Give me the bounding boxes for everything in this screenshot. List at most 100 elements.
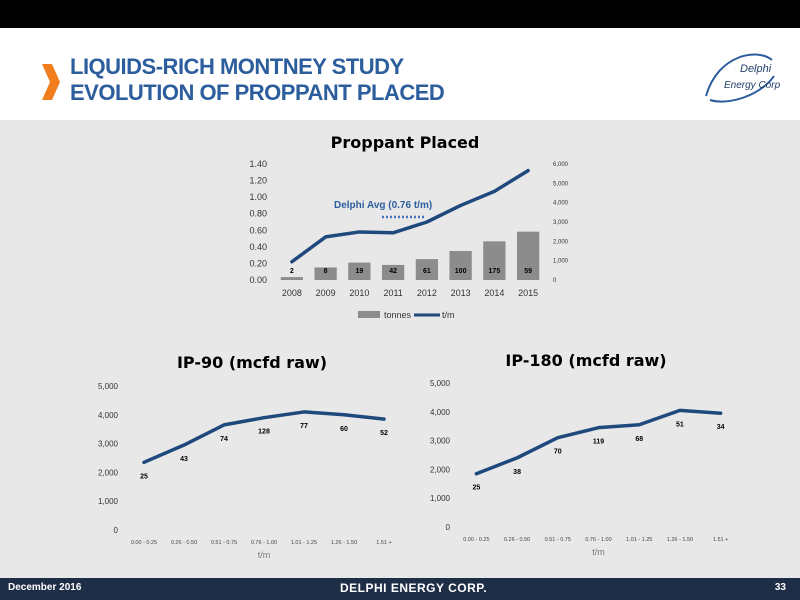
x-tick-label: 2009: [316, 288, 336, 298]
charts-svg: Proppant Placed 0.00 0.20 0.40 0.60 0.80 1.00 1…: [98, 133, 728, 560]
data-label: 38: [513, 469, 521, 476]
left-tick-label: 1.00: [249, 192, 267, 202]
x-tick-label: 2011: [383, 288, 402, 298]
bar-data-label: 42: [389, 268, 397, 275]
bar: [415, 259, 439, 280]
data-label: 34: [717, 424, 725, 431]
x-axis-label: t/m: [592, 547, 605, 557]
y-tick-label: 0: [114, 526, 119, 535]
data-point: [142, 460, 146, 464]
x-tick-label: 1.26 - 1.50: [331, 540, 357, 546]
right-tick-label: 1,000: [553, 259, 569, 265]
bar-data-label: 59: [524, 268, 532, 275]
legend-swatch-tonnes: [358, 311, 380, 318]
y-tick-label: 1,000: [430, 494, 451, 503]
x-tick-label: 0.00 - 0.25: [131, 540, 157, 546]
x-axis-label: t/m: [258, 550, 271, 560]
title-line-1: LIQUIDS-RICH MONTNEY STUDY: [70, 54, 404, 79]
x-tick-label: 2012: [417, 288, 437, 298]
bar: [381, 264, 405, 280]
x-tick-label: 0.51 - 0.75: [545, 537, 571, 543]
right-tick-label: 4,000: [553, 201, 569, 207]
data-point: [678, 408, 682, 412]
y-tick-label: 2,000: [430, 465, 451, 474]
page-number: 33: [774, 582, 786, 593]
slide-footer: December 2016 DELPHI ENERGY CORP. 33: [0, 578, 800, 600]
data-label: 128: [258, 429, 270, 436]
data-point: [342, 413, 346, 417]
series-line: [142, 410, 386, 465]
proppant-chart: Proppant Placed 0.00 0.20 0.40 0.60 0.80 1.00 1…: [249, 133, 568, 320]
footer-brand: DELPHI ENERGY CORP.: [340, 581, 488, 595]
data-label: 52: [380, 430, 388, 437]
x-tick-label: 0.76 - 1.00: [251, 540, 277, 546]
footer-date: December 2016: [8, 582, 82, 593]
y-tick-label: 1,000: [98, 497, 119, 506]
data-point: [382, 417, 386, 421]
data-label: 70: [554, 449, 562, 456]
data-label: 77: [300, 423, 308, 430]
data-point: [556, 436, 560, 440]
x-tick-label: 1.26 - 1.50: [667, 537, 693, 543]
y-tick-label: 4,000: [98, 411, 119, 420]
left-tick-label: 1.20: [249, 176, 267, 186]
x-tick-label: 0.00 - 0.25: [463, 537, 489, 543]
legend-label-t-m: t/m: [442, 310, 455, 320]
x-tick-label: 2010: [349, 288, 369, 298]
data-point: [474, 472, 478, 476]
left-tick-label: 0.40: [249, 242, 267, 252]
left-tick-label: 0.60: [249, 225, 267, 235]
bar-data-label: 2: [290, 268, 294, 275]
y-tick-label: 2,000: [98, 468, 119, 477]
x-tick-label: 0.51 - 0.75: [211, 540, 237, 546]
data-label: 25: [140, 473, 148, 480]
ip180-chart: IP-180 (mcfd raw) 0 1,000 2,000 3,000 4,000 5,…: [430, 351, 728, 557]
x-tick-label: 0.76 - 1.00: [585, 537, 611, 543]
y-tick-label: 0: [446, 523, 451, 532]
title-line-2: EVOLUTION OF PROPPANT PLACED: [70, 80, 445, 105]
company-logo: Delphi Energy Corp.: [705, 53, 780, 103]
bar-data-label: 175: [489, 268, 501, 275]
bar: [280, 277, 304, 280]
right-tick-label: 2,000: [553, 239, 569, 245]
left-tick-label: 0.80: [249, 209, 267, 219]
bar: [483, 241, 506, 280]
x-tick-label: 1.01 - 1.25: [626, 537, 652, 543]
data-point: [262, 416, 266, 420]
right-tick-label: 3,000: [553, 220, 569, 226]
x-tick-label: 0.26 - 0.50: [171, 540, 197, 546]
right-tick-label: 0: [553, 278, 557, 284]
data-label: 51: [676, 421, 684, 428]
right-tick-label: 5,000: [553, 181, 569, 187]
chart-title: IP-180 (mcfd raw): [505, 351, 666, 370]
x-tick-label: 1.51 +: [713, 537, 728, 543]
bar-data-label: 19: [355, 268, 363, 275]
x-tick-label: 2008: [282, 288, 302, 298]
y-tick-label: 4,000: [430, 408, 451, 417]
data-point: [515, 456, 519, 460]
y-tick-label: 5,000: [430, 379, 451, 388]
chevron-right-icon: [42, 64, 60, 100]
right-tick-label: 6,000: [553, 162, 569, 168]
data-label: 74: [220, 436, 228, 443]
chart-area: Proppant Placed 0.00 0.20 0.40 0.60 0.80 1.00 1…: [0, 120, 800, 578]
data-point: [222, 423, 226, 427]
chart-title: IP-90 (mcfd raw): [177, 353, 327, 372]
bar-data-label: 61: [423, 268, 431, 275]
series-line-t-m: [290, 168, 530, 264]
slide-header: LIQUIDS-RICH MONTNEY STUDY EVOLUTION OF …: [0, 28, 800, 120]
y-tick-label: 3,000: [430, 437, 451, 446]
left-tick-label: 0.20: [249, 258, 267, 268]
bar: [314, 267, 337, 280]
data-point: [302, 410, 306, 414]
bar: [516, 231, 540, 280]
logo-text-delphi: Delphi: [740, 63, 772, 75]
slide-title: LIQUIDS-RICH MONTNEY STUDY EVOLUTION OF …: [70, 54, 445, 106]
data-label: 60: [340, 426, 348, 433]
x-tick-label: 0.26 - 0.50: [504, 537, 530, 543]
logo-text-energy: Energy Corp.: [724, 80, 780, 91]
avg-annotation: Delphi Avg (0.76 t/m): [334, 200, 432, 211]
left-tick-label: 1.40: [249, 159, 267, 169]
bar: [348, 262, 371, 280]
data-label: 25: [472, 485, 480, 492]
